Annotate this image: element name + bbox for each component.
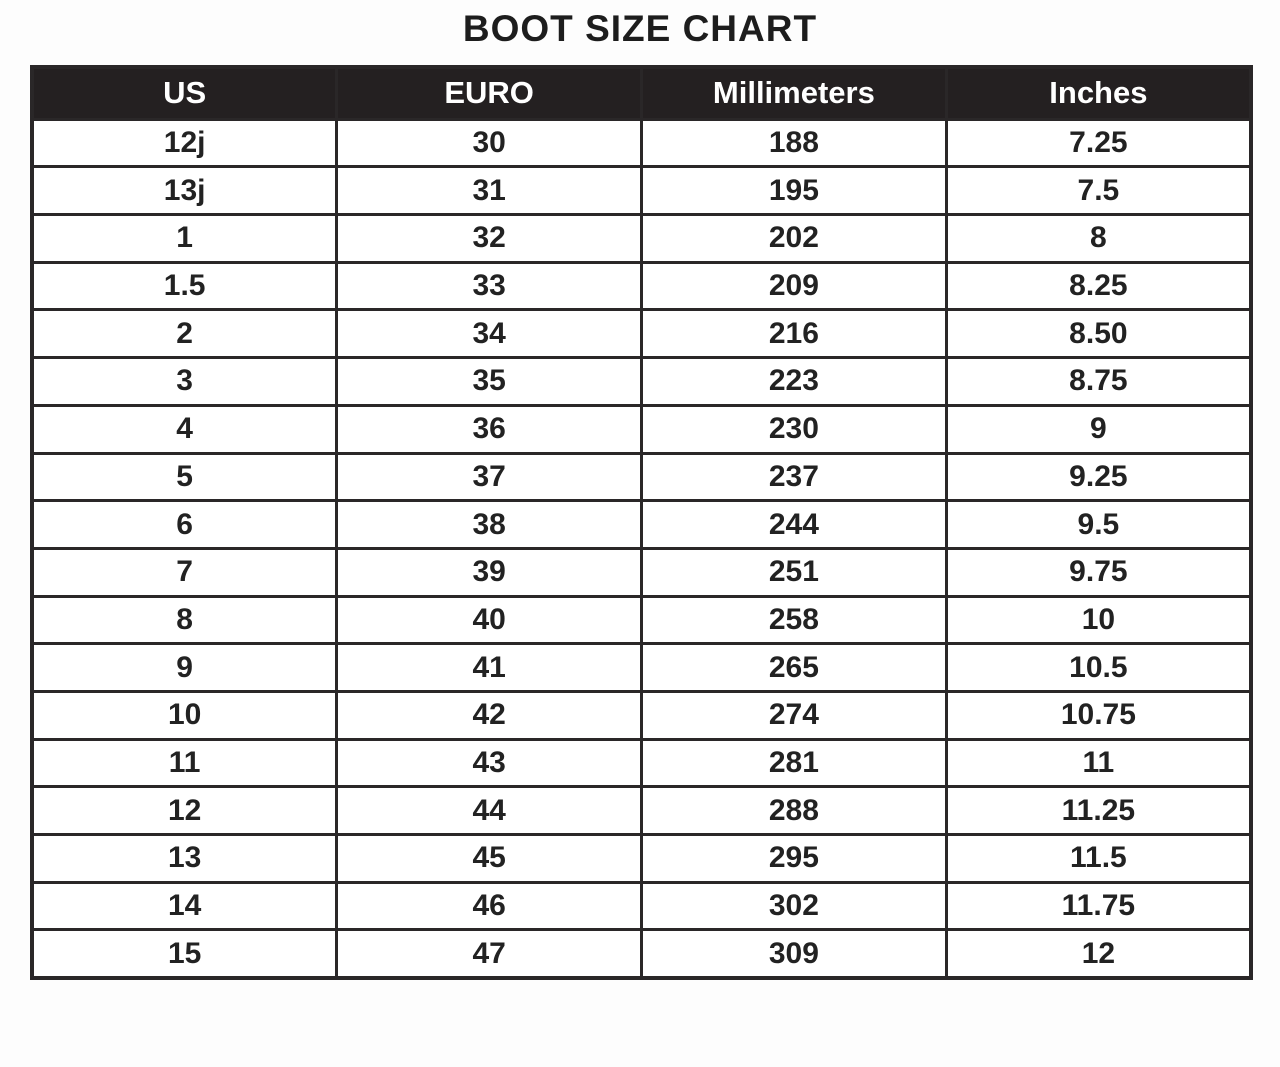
table-cell-euro: 42 <box>335 689 643 741</box>
table-row: 13 45 295 11.5 <box>30 833 1253 884</box>
table-cell-us: 6 <box>30 499 339 550</box>
table-cell-millimeters: 309 <box>640 928 948 980</box>
table-cell-us: 10 <box>30 689 339 741</box>
table-cell-euro: 31 <box>335 165 643 217</box>
table-cell-millimeters: 281 <box>640 737 948 789</box>
table-cell-us: 11 <box>30 737 339 789</box>
table-cell-millimeters: 274 <box>640 689 948 741</box>
table-cell-millimeters: 209 <box>640 260 948 312</box>
table-cell-inches: 7.5 <box>944 165 1253 217</box>
table-cell-inches: 7.25 <box>944 117 1253 169</box>
table-cell-euro: 32 <box>335 213 643 264</box>
table-row: 12j 30 188 7.25 <box>30 117 1253 169</box>
table-row: 5 37 237 9.25 <box>30 451 1253 503</box>
table-cell-inches: 9.5 <box>944 499 1253 550</box>
table-cell-euro: 39 <box>335 546 643 598</box>
table-cell-us: 4 <box>30 403 339 455</box>
table-row: 1.5 33 209 8.25 <box>30 260 1253 312</box>
table-cell-euro: 38 <box>335 499 643 550</box>
table-cell-us: 13j <box>30 165 339 217</box>
table-row: 1 32 202 8 <box>30 213 1253 264</box>
table-cell-inches: 10 <box>944 594 1253 646</box>
table-cell-inches: 10.75 <box>944 689 1253 741</box>
table-cell-millimeters: 288 <box>640 785 948 836</box>
table-cell-euro: 43 <box>335 737 643 789</box>
table-cell-us: 2 <box>30 308 339 360</box>
table-cell-euro: 45 <box>335 833 643 884</box>
table-cell-us: 1 <box>30 213 339 264</box>
table-cell-us: 3 <box>30 356 339 407</box>
column-header-millimeters: Millimeters <box>640 65 948 121</box>
table-cell-millimeters: 244 <box>640 499 948 550</box>
table-cell-inches: 11 <box>944 737 1253 789</box>
table-cell-inches: 8.25 <box>944 260 1253 312</box>
table-cell-euro: 40 <box>335 594 643 646</box>
table-cell-millimeters: 216 <box>640 308 948 360</box>
table-cell-millimeters: 258 <box>640 594 948 646</box>
table-cell-inches: 9.75 <box>944 546 1253 598</box>
table-row: 13j 31 195 7.5 <box>30 165 1253 217</box>
table-row: 9 41 265 10.5 <box>30 642 1253 693</box>
table-cell-millimeters: 223 <box>640 356 948 407</box>
table-cell-us: 12 <box>30 785 339 836</box>
page-title: BOOT SIZE CHART <box>462 8 818 49</box>
table-cell-millimeters: 202 <box>640 213 948 264</box>
table-cell-us: 13 <box>30 833 339 884</box>
table-cell-millimeters: 265 <box>640 642 948 693</box>
table-cell-millimeters: 295 <box>640 833 948 884</box>
table-cell-millimeters: 195 <box>640 165 948 217</box>
table-cell-euro: 46 <box>335 880 643 932</box>
table-cell-euro: 30 <box>335 117 643 169</box>
table-cell-us: 7 <box>30 546 339 598</box>
table-row: 3 35 223 8.75 <box>30 356 1253 407</box>
size-table-body: 12j 30 188 7.25 13j 31 195 7.5 1 32 202 8 1.5 33 209 8.… <box>30 117 1253 980</box>
table-cell-inches: 11.75 <box>944 880 1253 932</box>
column-header-euro: EURO <box>335 65 643 121</box>
table-row: 6 38 244 9.5 <box>30 499 1253 550</box>
table-cell-inches: 8.50 <box>944 308 1253 360</box>
table-cell-us: 9 <box>30 642 339 693</box>
table-cell-millimeters: 237 <box>640 451 948 503</box>
table-cell-euro: 34 <box>335 308 643 360</box>
table-row: 4 36 230 9 <box>30 403 1253 455</box>
boot-size-table: US EURO Millimeters Inches 12j 30 188 7.25 13j 3… <box>30 64 1253 981</box>
table-cell-millimeters: 302 <box>640 880 948 932</box>
table-row: 15 47 309 12 <box>30 928 1253 980</box>
table-cell-inches: 8.75 <box>944 356 1253 407</box>
size-table-head-row: US EURO Millimeters Inches <box>30 65 1253 121</box>
table-row: 7 39 251 9.75 <box>30 546 1253 598</box>
table-cell-us: 1.5 <box>30 260 339 312</box>
table-cell-inches: 8 <box>944 213 1253 264</box>
table-cell-us: 14 <box>30 880 339 932</box>
table-cell-inches: 11.25 <box>944 785 1253 836</box>
table-cell-euro: 36 <box>335 403 643 455</box>
column-header-inches: Inches <box>944 65 1253 121</box>
table-cell-us: 15 <box>30 928 339 980</box>
table-cell-inches: 12 <box>944 928 1253 980</box>
table-cell-euro: 41 <box>335 642 643 693</box>
table-cell-euro: 33 <box>335 260 643 312</box>
table-cell-inches: 9.25 <box>944 451 1253 503</box>
table-row: 10 42 274 10.75 <box>30 689 1253 741</box>
table-cell-inches: 9 <box>944 403 1253 455</box>
table-cell-millimeters: 230 <box>640 403 948 455</box>
table-cell-us: 8 <box>30 594 339 646</box>
table-cell-euro: 47 <box>335 928 643 980</box>
table-cell-inches: 10.5 <box>944 642 1253 693</box>
table-row: 2 34 216 8.50 <box>30 308 1253 360</box>
column-header-us: US <box>30 65 339 121</box>
table-cell-inches: 11.5 <box>944 833 1253 884</box>
size-table-head: US EURO Millimeters Inches <box>30 65 1253 121</box>
table-cell-euro: 44 <box>335 785 643 836</box>
table-row: 11 43 281 11 <box>30 737 1253 789</box>
table-cell-euro: 35 <box>335 356 643 407</box>
table-row: 8 40 258 10 <box>30 594 1253 646</box>
table-cell-euro: 37 <box>335 451 643 503</box>
table-cell-millimeters: 251 <box>640 546 948 598</box>
table-row: 14 46 302 11.75 <box>30 880 1253 932</box>
table-cell-us: 12j <box>30 117 339 169</box>
table-cell-millimeters: 188 <box>640 117 948 169</box>
table-cell-us: 5 <box>30 451 339 503</box>
table-row: 12 44 288 11.25 <box>30 785 1253 836</box>
